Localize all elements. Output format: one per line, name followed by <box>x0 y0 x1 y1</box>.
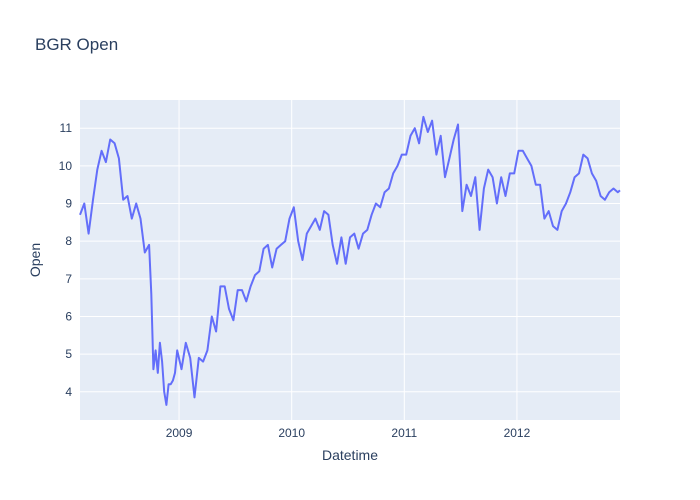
x-gridlines <box>178 100 518 420</box>
series-line <box>79 115 621 406</box>
y-axis-title: Open <box>27 243 43 277</box>
y-tick-label: 11 <box>60 121 73 135</box>
y-tick-labels: 4 5 6 7 8 9 10 11 <box>59 121 73 399</box>
x-tick-label: 2009 <box>166 426 193 440</box>
y-tick-label: 10 <box>59 159 73 173</box>
x-tick-label: 2010 <box>278 426 305 440</box>
y-tick-label: 9 <box>65 197 72 211</box>
x-axis-title: Datetime <box>322 447 378 463</box>
plot-area <box>80 100 620 420</box>
y-tick-label: 4 <box>65 385 72 399</box>
x-tick-label: 2012 <box>504 426 531 440</box>
chart-title: BGR Open <box>35 35 118 54</box>
x-tick-labels: 2009 2010 2011 2012 <box>166 426 531 440</box>
y-tick-label: 7 <box>65 272 72 286</box>
y-tick-label: 8 <box>65 234 72 248</box>
x-tick-label: 2011 <box>391 426 417 440</box>
y-tick-label: 5 <box>65 347 72 361</box>
y-tick-label: 6 <box>65 309 72 323</box>
